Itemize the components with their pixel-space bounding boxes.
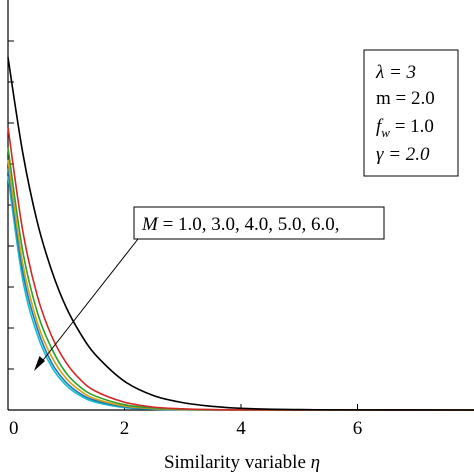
curve-annotation: M = 1.0, 3.0, 4.0, 5.0, 6.0,	[34, 206, 385, 371]
parameter-label: m = 2.0	[376, 88, 435, 109]
annotation-label: M = 1.0, 3.0, 4.0, 5.0, 6.0,	[141, 214, 340, 235]
annotation-frame	[133, 206, 385, 240]
annotation-arrow-shaft	[39, 238, 139, 365]
y-tick-group	[8, 40, 14, 370]
annotation-arrow-head	[34, 356, 45, 371]
parameter-label: λ = 3	[375, 62, 416, 83]
x-axis-label: Similarity variable η	[164, 452, 320, 473]
x-tick-label: 6	[353, 418, 363, 439]
x-tick-label: 0	[9, 418, 19, 439]
parameter-label: fw = 1.0	[376, 116, 434, 140]
x-tick-label: 4	[236, 418, 246, 439]
series-line	[7, 167, 474, 411]
series-line	[7, 159, 474, 411]
parameter-label: γ = 2.0	[376, 144, 430, 165]
x-tick-label: 2	[120, 418, 130, 439]
series-line	[7, 147, 474, 411]
parameter-box-frame	[363, 49, 459, 177]
series-line	[7, 57, 474, 411]
parameter-legend-box: λ = 3 m = 2.0 fw = 1.0 γ = 2.0	[363, 49, 459, 177]
series-group	[7, 57, 474, 411]
